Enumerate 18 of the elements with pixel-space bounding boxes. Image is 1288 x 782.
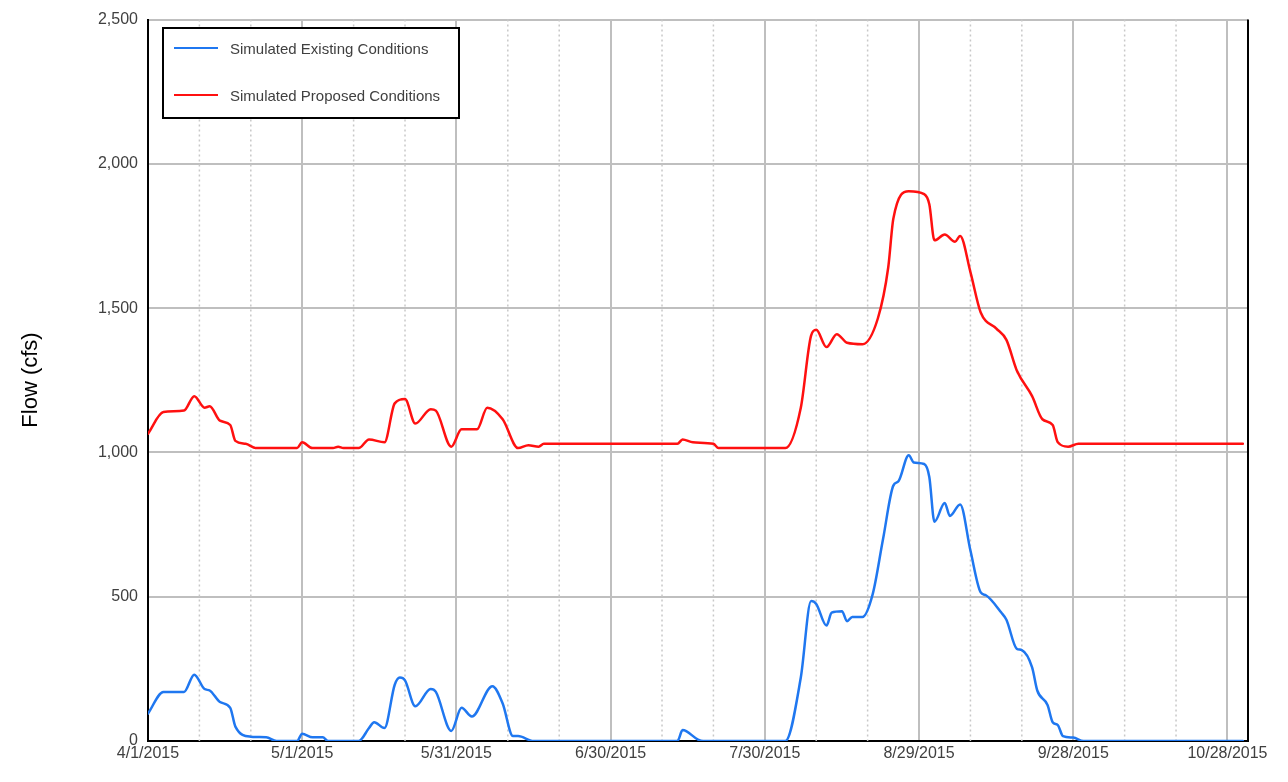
x-tick-label: 4/1/2015 [116, 744, 180, 762]
line-series [148, 190, 1245, 450]
y-tick-label: 500 [111, 587, 139, 605]
y-tick-label: 2,000 [97, 154, 139, 172]
legend-label: Simulated Existing Conditions [230, 39, 429, 57]
x-tick-label: 10/28/2015 [1187, 744, 1268, 762]
x-tick-label: 7/30/2015 [729, 744, 801, 762]
x-tick-label: 5/31/2015 [420, 744, 493, 762]
x-tick-label: 5/1/2015 [271, 744, 334, 762]
y-axis-title: Flow (cfs) [17, 332, 43, 428]
y-tick-label: 2,500 [97, 10, 139, 28]
y-tick-label: 1,000 [97, 442, 139, 460]
x-tick-label: 8/29/2015 [883, 744, 955, 762]
x-tick-label: 9/28/2015 [1037, 744, 1109, 762]
line-series [148, 454, 1245, 741]
y-tick-label: 1,500 [97, 298, 139, 316]
x-tick-label: 6/30/2015 [575, 744, 647, 762]
legend-label: Simulated Proposed Conditions [230, 86, 441, 104]
